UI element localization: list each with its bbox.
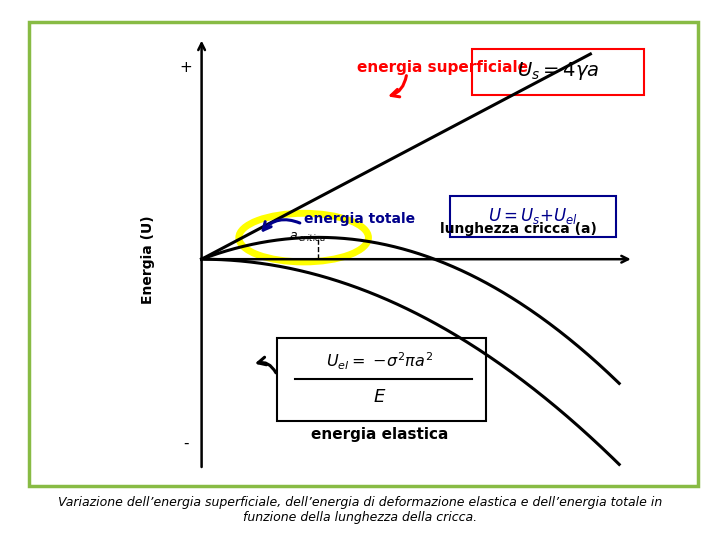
Text: $U_{el}{=}\ {-}\sigma^2\pi a^2$: $U_{el}{=}\ {-}\sigma^2\pi a^2$: [326, 351, 433, 373]
Text: energia elastica: energia elastica: [311, 427, 448, 442]
Text: energia superficiale: energia superficiale: [357, 60, 528, 75]
Text: $U_s{=}4\gamma a$: $U_s{=}4\gamma a$: [517, 60, 599, 82]
Text: Variazione dell’energia superficiale, dell’energia di deformazione elastica e de: Variazione dell’energia superficiale, de…: [58, 496, 662, 524]
Text: Energia (U): Energia (U): [140, 215, 155, 303]
Text: lunghezza cricca (a): lunghezza cricca (a): [440, 222, 597, 237]
FancyBboxPatch shape: [277, 338, 486, 421]
Text: +: +: [179, 60, 192, 75]
Text: -: -: [183, 435, 189, 450]
Text: energia totale: energia totale: [305, 212, 415, 226]
Text: $U{=}U_s{+}U_{el}$: $U{=}U_s{+}U_{el}$: [488, 206, 577, 226]
FancyBboxPatch shape: [472, 49, 644, 94]
Text: $E$: $E$: [373, 388, 386, 406]
FancyBboxPatch shape: [450, 196, 616, 237]
Text: $a_{\,critica}$: $a_{\,critica}$: [289, 231, 326, 244]
